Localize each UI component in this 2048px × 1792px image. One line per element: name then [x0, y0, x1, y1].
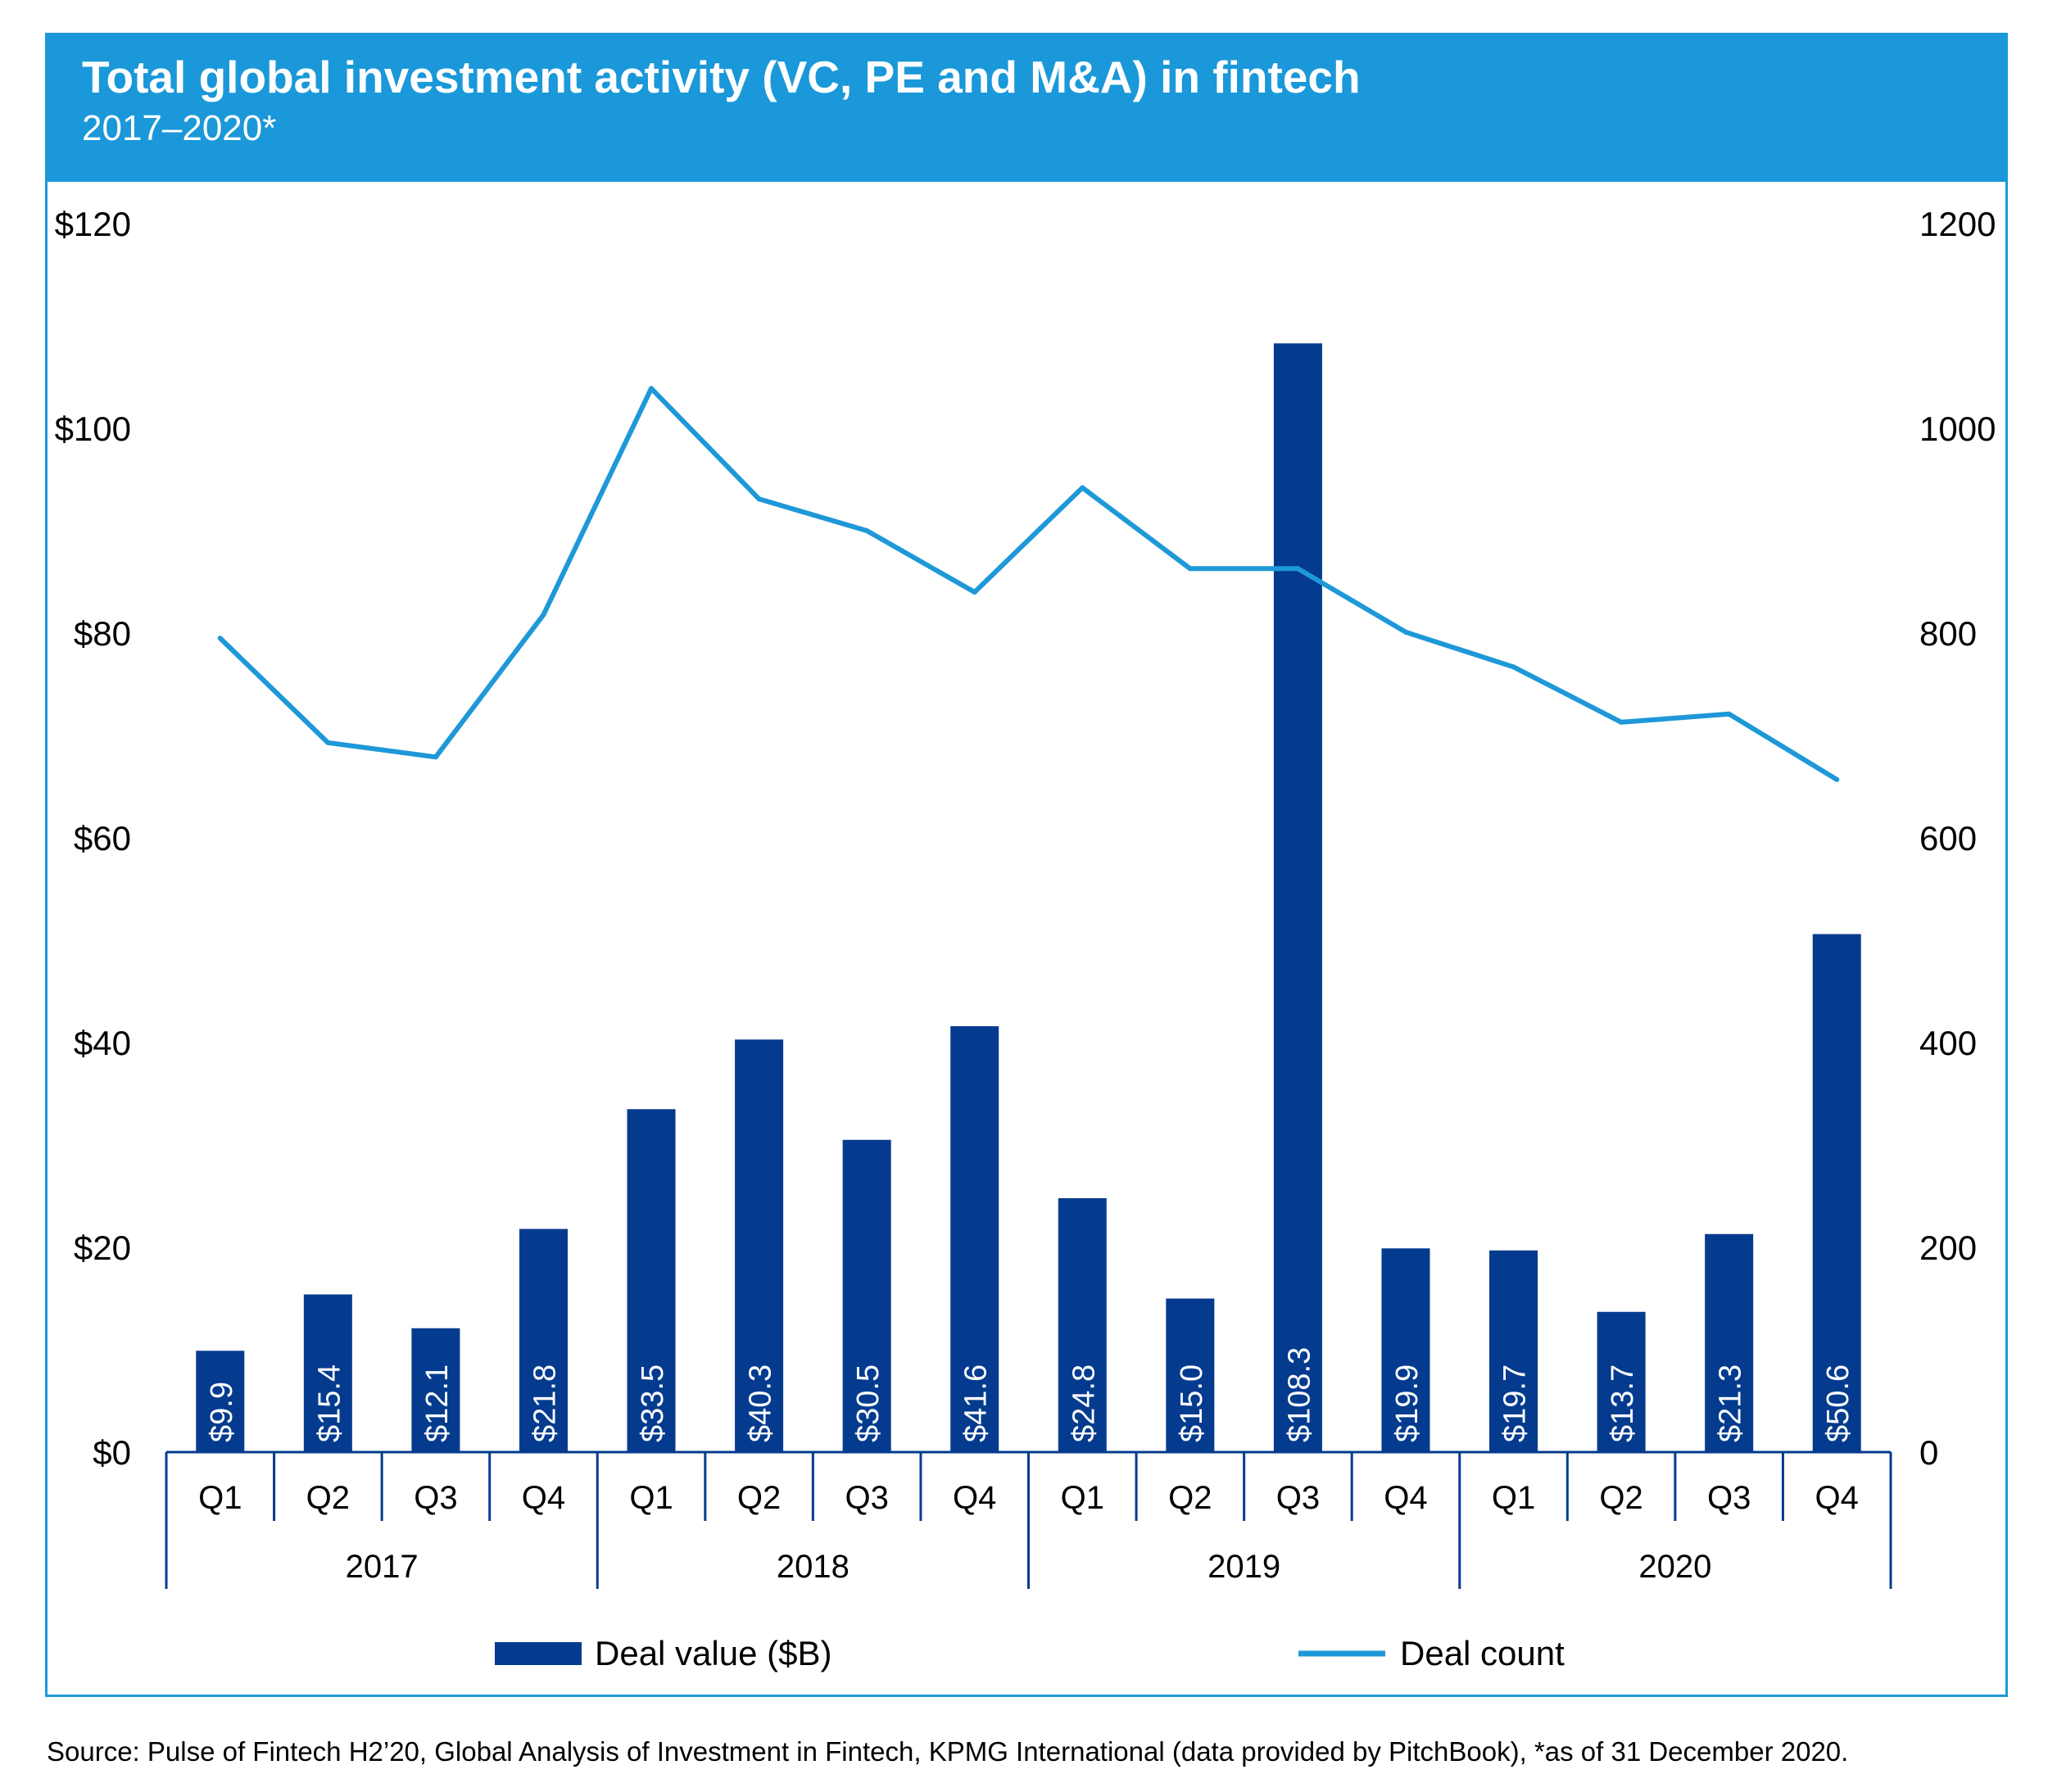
line-point: [1619, 719, 1624, 725]
deal-count-line-layer: [217, 386, 1840, 782]
left-tick-label: $120: [55, 205, 131, 243]
quarter-label: Q4: [953, 1480, 996, 1516]
bar: [1381, 1248, 1430, 1452]
left-tick-label: $40: [74, 1024, 131, 1062]
deal-value-labels: $9.9 $15.4 $12.1 $21.8 $33.5 $40.3 $30.5 $41.6 $…: [205, 1347, 1855, 1442]
quarter-label: Q1: [1061, 1480, 1104, 1516]
bar: [842, 1139, 891, 1452]
left-tick-label: $60: [74, 819, 131, 858]
quarter-label: Q2: [306, 1480, 350, 1516]
quarter-label: Q4: [522, 1480, 565, 1516]
quarter-label: Q2: [737, 1480, 781, 1516]
legend-label-deal-value: Deal value ($B): [595, 1634, 831, 1672]
quarter-label: Q4: [1815, 1480, 1859, 1516]
year-label: 2017: [346, 1549, 419, 1585]
bar: [303, 1294, 352, 1452]
line-point: [756, 496, 762, 502]
line-point: [1511, 664, 1516, 670]
quarter-label: Q2: [1168, 1480, 1212, 1516]
right-tick-label: 600: [1919, 819, 1977, 858]
right-tick-label: 200: [1919, 1229, 1977, 1267]
bar-value-label: $19.9: [1390, 1364, 1425, 1442]
line-point: [217, 636, 223, 641]
year-label: 2018: [777, 1549, 850, 1585]
year-label: 2020: [1638, 1549, 1711, 1585]
deal-count-line: [217, 386, 1840, 782]
bar-value-label: $15.4: [312, 1364, 347, 1442]
line-point: [1834, 776, 1840, 782]
bar-value-label: $33.5: [636, 1364, 670, 1442]
left-tick-label: $20: [74, 1229, 131, 1267]
line-point: [972, 590, 977, 595]
chart-subtitle: 2017–2020*: [82, 108, 277, 148]
quarter-label: Q2: [1599, 1480, 1642, 1516]
bar: [1705, 1233, 1754, 1452]
right-tick-label: 400: [1919, 1024, 1977, 1062]
bar: [1166, 1298, 1215, 1452]
quarter-label: Q3: [1707, 1480, 1751, 1516]
quarter-label: Q4: [1384, 1480, 1427, 1516]
right-tick-label: 1000: [1919, 410, 1996, 448]
bar-value-label: $30.5: [851, 1364, 886, 1442]
bar: [196, 1351, 245, 1452]
title-banner: [45, 33, 2008, 182]
bar-value-label: $19.7: [1498, 1364, 1533, 1442]
quarter-label: Q1: [1492, 1480, 1535, 1516]
legend-label-deal-count: Deal count: [1400, 1634, 1565, 1672]
bar-value-label: $15.0: [1175, 1364, 1209, 1442]
right-axis-ticks: 0 200 400 600 800 1000 1200: [1919, 205, 1996, 1472]
quarter-label: Q1: [198, 1480, 242, 1516]
quarter-label: Q3: [845, 1480, 888, 1516]
left-tick-label: $0: [93, 1433, 131, 1472]
line-point: [649, 386, 655, 391]
quarter-label: Q3: [414, 1480, 457, 1516]
right-tick-label: 800: [1919, 614, 1977, 653]
bar: [1489, 1250, 1538, 1452]
right-tick-label: 0: [1919, 1433, 1938, 1472]
left-tick-label: $80: [74, 614, 131, 653]
line-point: [433, 754, 438, 760]
bar: [1597, 1311, 1646, 1452]
bar-value-label: $21.8: [528, 1364, 562, 1442]
line-point: [541, 612, 546, 618]
left-tick-label: $100: [55, 410, 131, 448]
bar-value-label: $41.6: [959, 1364, 994, 1442]
bar: [735, 1039, 784, 1452]
left-axis-ticks: $0 $20 $40 $60 $80 $100 $120: [55, 205, 131, 1472]
bar: [950, 1026, 999, 1452]
bar: [627, 1109, 676, 1452]
year-label: 2019: [1208, 1549, 1280, 1585]
bar: [1058, 1198, 1107, 1452]
bar-value-label: $12.1: [420, 1364, 455, 1442]
legend: Deal value ($B) Deal count: [495, 1634, 1565, 1672]
line-point: [1187, 566, 1193, 572]
deal-value-bars: [196, 343, 1861, 1452]
category-axis: Q1 Q2 Q3 Q4 Q1 Q2 Q3 Q4 Q1 Q2 Q3 Q4 Q1 Q2 Q3 Q4 2017 2018…: [165, 1450, 1892, 1589]
bar: [1812, 934, 1861, 1452]
line-point: [1295, 566, 1301, 572]
bar-value-label: $13.7: [1606, 1364, 1640, 1442]
quarter-label: Q3: [1276, 1480, 1320, 1516]
quarter-label: Q1: [629, 1480, 673, 1516]
chart-title: Total global investment activity (VC, PE…: [82, 52, 1361, 102]
line-point: [1080, 485, 1085, 491]
source-note: Source: Pulse of Fintech H2’20, Global A…: [47, 1736, 1849, 1767]
line-point: [325, 740, 331, 745]
bar-value-label: $50.6: [1821, 1364, 1855, 1442]
bar: [411, 1328, 460, 1452]
legend-swatch-deal-value: [495, 1642, 582, 1665]
bar-value-label: $21.3: [1714, 1364, 1748, 1442]
bar-value-label: $24.8: [1067, 1364, 1101, 1442]
bar-value-label: $9.9: [205, 1382, 239, 1442]
line-point: [864, 528, 870, 533]
bar-value-label: $40.3: [744, 1364, 778, 1442]
line-point: [1402, 629, 1408, 635]
bar: [1273, 343, 1322, 1452]
bar-value-label: $108.3: [1282, 1347, 1316, 1442]
right-tick-label: 1200: [1919, 205, 1996, 243]
bar: [519, 1229, 568, 1452]
line-point: [1726, 711, 1732, 717]
